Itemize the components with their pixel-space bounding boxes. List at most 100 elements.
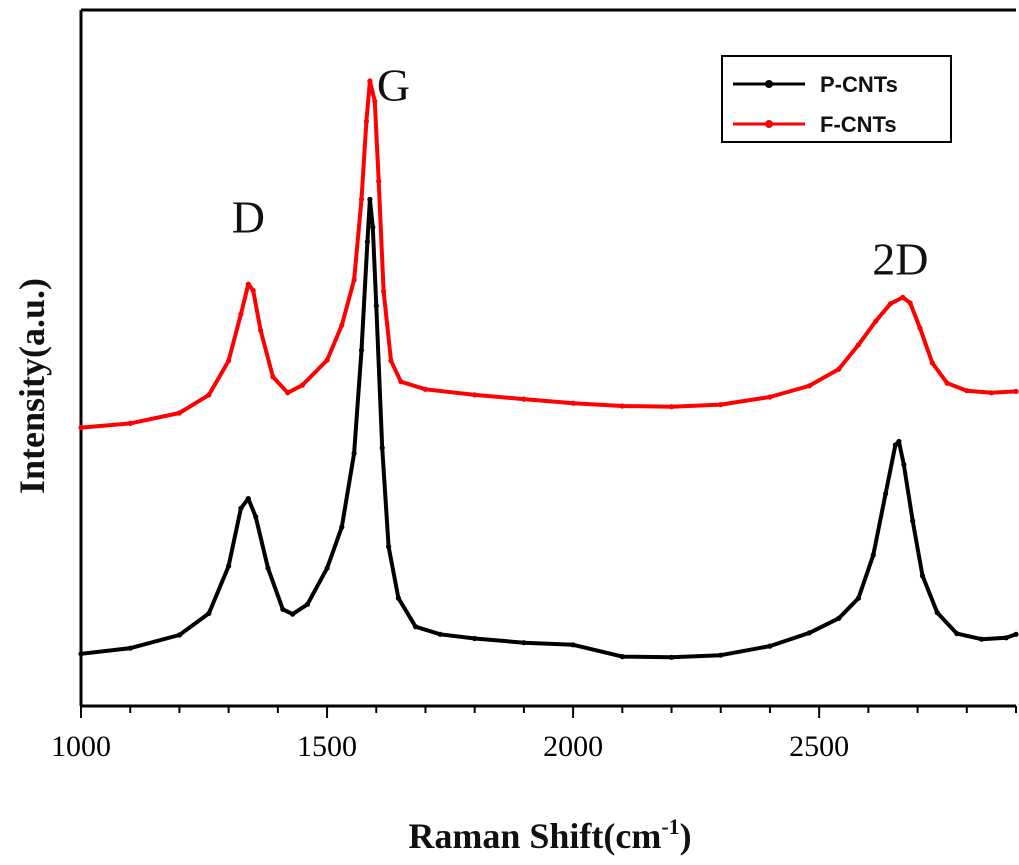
- x-axis-title-close: ): [680, 816, 692, 856]
- data-point: [954, 631, 960, 637]
- data-point: [367, 78, 373, 84]
- data-point: [907, 300, 913, 306]
- data-point: [238, 311, 244, 317]
- data-point: [258, 327, 264, 333]
- data-point: [767, 394, 773, 400]
- data-point: [250, 287, 256, 294]
- data-point: [376, 178, 382, 184]
- x-axis-title: Raman Shift(cm-1): [408, 814, 691, 856]
- x-ticks: 1000 1500 2000 2500: [51, 706, 1017, 763]
- peak-annotations: D G 2D: [232, 59, 929, 284]
- legend-marker-p-cnts: [765, 80, 773, 88]
- data-point: [668, 404, 675, 410]
- data-point: [1003, 635, 1009, 641]
- data-point: [373, 303, 379, 309]
- data-point: [570, 400, 576, 406]
- data-point: [339, 322, 345, 328]
- data-point: [619, 654, 625, 660]
- data-point: [887, 301, 894, 307]
- data-point: [226, 358, 232, 364]
- data-point: [806, 383, 812, 389]
- data-point: [127, 420, 133, 426]
- data-point: [78, 425, 84, 431]
- data-point: [370, 224, 376, 230]
- data-point: [919, 573, 926, 579]
- data-point: [437, 631, 443, 637]
- data-point: [855, 595, 862, 601]
- data-point: [324, 357, 330, 363]
- data-point: [570, 642, 576, 648]
- plot-frame: [79, 8, 1016, 708]
- data-point: [265, 565, 271, 571]
- data-point: [668, 654, 675, 660]
- data-point: [206, 610, 212, 617]
- x-tick-label: 2000: [543, 730, 603, 763]
- data-point: [304, 601, 310, 608]
- data-point: [127, 645, 133, 651]
- data-point: [422, 386, 429, 392]
- data-point: [1013, 388, 1019, 394]
- data-point: [619, 403, 625, 409]
- data-point: [836, 615, 842, 621]
- data-point: [806, 630, 812, 636]
- data-point: [964, 388, 970, 394]
- data-point: [290, 611, 296, 617]
- peak-label-g: G: [377, 59, 410, 110]
- series-p-cnts: [78, 196, 1019, 660]
- data-point: [367, 196, 373, 202]
- data-point: [372, 98, 378, 104]
- data-point: [176, 632, 182, 638]
- legend-label-p-cnts: P-CNTs: [820, 72, 898, 97]
- data-point: [718, 402, 724, 408]
- data-point: [472, 635, 478, 642]
- data-point: [944, 380, 950, 386]
- series-layer: [78, 78, 1019, 660]
- legend-box: [721, 55, 952, 143]
- data-point: [253, 514, 259, 520]
- legend-marker-f-cnts: [765, 120, 773, 128]
- data-point: [472, 392, 478, 398]
- data-point: [929, 360, 935, 366]
- peak-label-2d: 2D: [872, 233, 928, 284]
- data-point: [358, 196, 365, 202]
- data-point: [363, 118, 369, 124]
- data-point: [381, 288, 387, 294]
- x-tick-label: 1500: [297, 730, 357, 763]
- data-point: [521, 396, 527, 402]
- data-point: [836, 366, 842, 372]
- y-axis-title: Intensity(a.u.): [12, 278, 52, 494]
- data-point: [901, 461, 907, 468]
- data-point: [245, 281, 251, 287]
- data-point: [521, 640, 527, 646]
- data-point: [339, 524, 345, 530]
- data-point: [718, 652, 724, 658]
- legend: P-CNTs F-CNTs: [721, 55, 952, 143]
- data-point: [988, 390, 995, 396]
- data-point: [78, 651, 84, 657]
- data-point: [358, 347, 365, 353]
- data-point: [892, 442, 899, 448]
- data-point: [351, 450, 357, 456]
- data-point: [379, 445, 385, 451]
- data-point: [270, 374, 276, 380]
- data-point: [245, 496, 251, 502]
- x-tick-label: 2500: [789, 730, 849, 763]
- data-point: [285, 390, 291, 396]
- data-point: [873, 318, 879, 324]
- x-tick-label: 1000: [51, 730, 111, 763]
- data-point: [238, 505, 244, 511]
- data-point: [364, 239, 370, 245]
- peak-label-d: D: [232, 192, 265, 243]
- data-point: [280, 606, 286, 612]
- x-axis-title-superscript: -1: [661, 814, 679, 839]
- data-point: [395, 595, 401, 601]
- data-point: [1013, 631, 1019, 637]
- data-point: [299, 382, 305, 388]
- data-point: [386, 544, 392, 550]
- data-point: [870, 552, 876, 558]
- data-point: [900, 294, 906, 300]
- data-point: [855, 342, 862, 348]
- data-point: [979, 636, 985, 642]
- data-point: [917, 325, 923, 331]
